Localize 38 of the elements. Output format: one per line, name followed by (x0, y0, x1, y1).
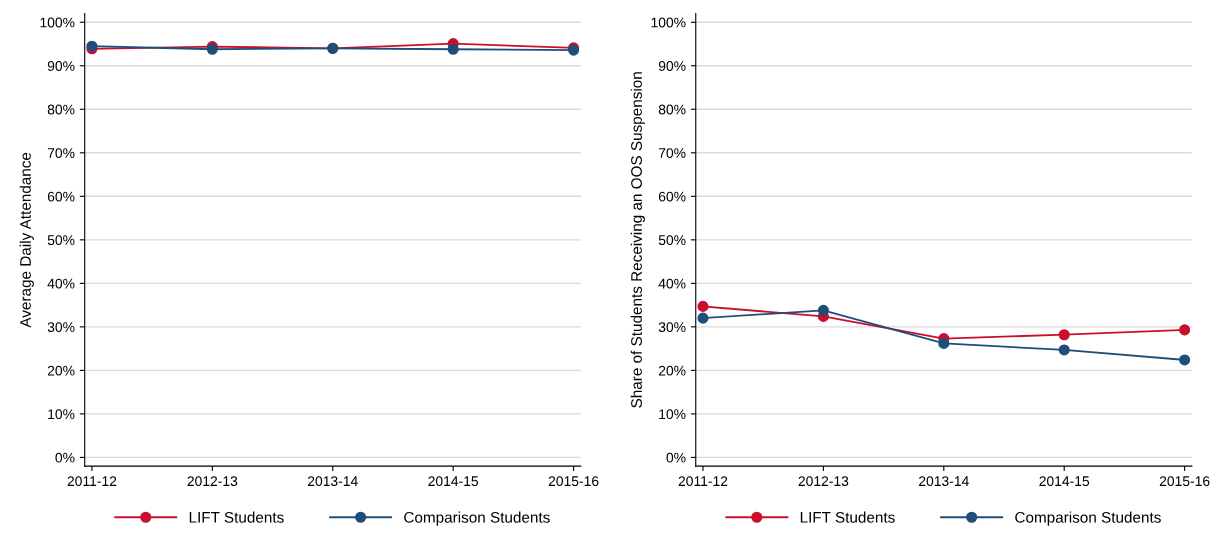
y-tick-label: 30% (658, 322, 686, 333)
y-axis-title: Share of Students Receiving an OOS Suspension (630, 72, 645, 408)
legend-label: LIFT Students (800, 511, 895, 523)
y-tick-label: 0% (55, 452, 75, 463)
y-tick-label: 30% (47, 322, 75, 333)
y-tick-label: 100% (40, 17, 75, 28)
y-tick-label: 40% (47, 278, 75, 289)
x-tick-label: 2015-16 (1159, 476, 1210, 487)
y-tick-label: 0% (666, 452, 686, 463)
y-tick-label: 60% (47, 191, 75, 202)
y-tick-label: 100% (651, 17, 686, 28)
x-tick-label: 2014-15 (1039, 476, 1090, 487)
x-tick-label: 2013-14 (919, 476, 969, 487)
x-tick-label: 2015-16 (548, 476, 599, 487)
x-tick-label: 2013-14 (307, 476, 358, 487)
y-tick-label: 20% (47, 365, 75, 376)
y-axis-title: Average Daily Attendance (19, 152, 34, 328)
y-tick-label: 90% (658, 61, 686, 71)
x-tick-label: 2014-15 (428, 476, 479, 487)
y-tick-label: 70% (47, 148, 75, 158)
x-tick-label: 2011-12 (67, 476, 117, 487)
y-tick-label: 90% (47, 61, 75, 71)
x-tick-label: 2012-13 (187, 476, 238, 487)
y-tick-label: 10% (48, 409, 75, 420)
y-tick-label: 80% (47, 104, 75, 115)
y-tick-label: 40% (658, 278, 686, 289)
legend-label: Comparison Students (1015, 511, 1161, 526)
y-tick-label: 50% (658, 235, 686, 245)
y-tick-label: 20% (658, 365, 686, 376)
y-tick-label: 10% (659, 409, 686, 420)
y-tick-label: 50% (47, 235, 75, 245)
y-tick-label: 60% (658, 191, 686, 202)
legend-label: Comparison Students (404, 511, 550, 526)
x-tick-label: 2011-12 (678, 476, 728, 487)
x-tick-label: 2012-13 (798, 476, 849, 487)
y-tick-label: 70% (658, 148, 686, 158)
y-tick-label: 80% (658, 104, 686, 115)
legend-label: LIFT Students (189, 511, 284, 523)
